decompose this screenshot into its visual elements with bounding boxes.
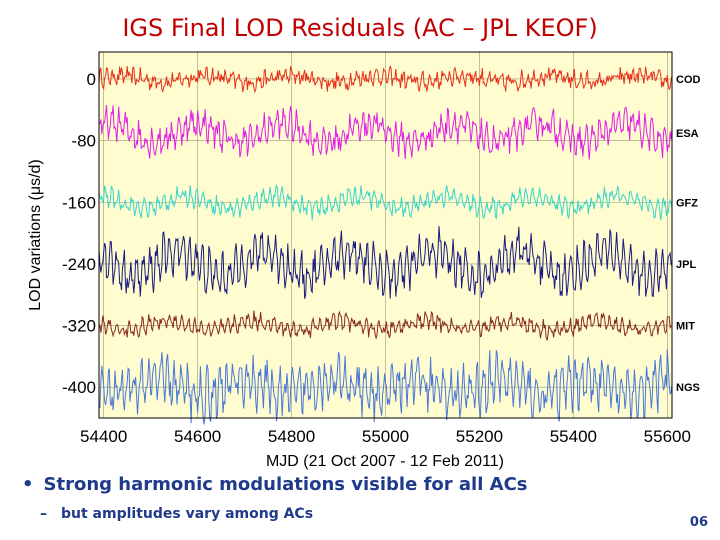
x-tick-label: 54400 — [80, 427, 127, 446]
y-tick-label: 0 — [87, 70, 96, 89]
series-line-cod — [98, 65, 673, 94]
x-tick-label: 55000 — [362, 427, 409, 446]
series-label-gfz: GFZ — [676, 197, 698, 209]
slide-title: IGS Final LOD Residuals (AC – JPL KEOF) — [122, 14, 598, 42]
bullet-text: Strong harmonic modulations visible for … — [43, 474, 528, 495]
y-tick-label: -320 — [62, 317, 96, 336]
x-tick-label: 55600 — [644, 427, 691, 446]
series-label-mit: MIT — [676, 321, 695, 333]
y-tick-label: -400 — [62, 378, 96, 397]
y-tick-label: -240 — [62, 255, 96, 274]
lod-residuals-chart: 0 -80 -160 -240 -320 -400 54400 54600 54800 5500… — [27, 51, 701, 470]
series-line-gfz — [98, 184, 673, 221]
series-line-mit — [98, 310, 673, 341]
series-label-ngs: NGS — [676, 382, 700, 394]
sub-bullet-dash: – — [40, 506, 47, 522]
x-tick-label: 54600 — [174, 427, 221, 446]
series-layer — [98, 65, 673, 425]
series-line-esa — [98, 105, 673, 160]
series-line-ngs — [98, 348, 673, 425]
sub-bullet-point: – but amplitudes vary among ACs — [40, 506, 313, 522]
sub-bullet-text: but amplitudes vary among ACs — [61, 506, 314, 522]
x-tick-label: 55400 — [550, 427, 597, 446]
plot-frame — [98, 51, 673, 419]
bullet-dot: • — [22, 474, 34, 495]
y-tick-labels: 0 -80 -160 -240 -320 -400 — [62, 70, 96, 397]
bullet-point: • Strong harmonic modulations visible for… — [22, 474, 528, 495]
x-tick-label: 54800 — [268, 427, 315, 446]
y-axis-title: LOD variations (μs/d) — [27, 159, 44, 310]
x-axis-title: MJD (21 Oct 2007 - 12 Feb 2011) — [266, 453, 504, 470]
series-label-cod: COD — [676, 74, 701, 86]
y-tick-label: -80 — [71, 132, 96, 151]
x-tick-label: 55200 — [456, 427, 503, 446]
series-labels: COD ESA GFZ JPL MIT NGS — [676, 74, 701, 394]
series-line-jpl — [98, 226, 673, 299]
series-label-esa: ESA — [676, 128, 699, 140]
page-number: 06 — [689, 515, 708, 530]
series-label-jpl: JPL — [676, 259, 696, 271]
x-tick-labels: 54400 54600 54800 55000 55200 55400 55600 — [80, 427, 691, 446]
y-tick-label: -160 — [62, 193, 96, 212]
